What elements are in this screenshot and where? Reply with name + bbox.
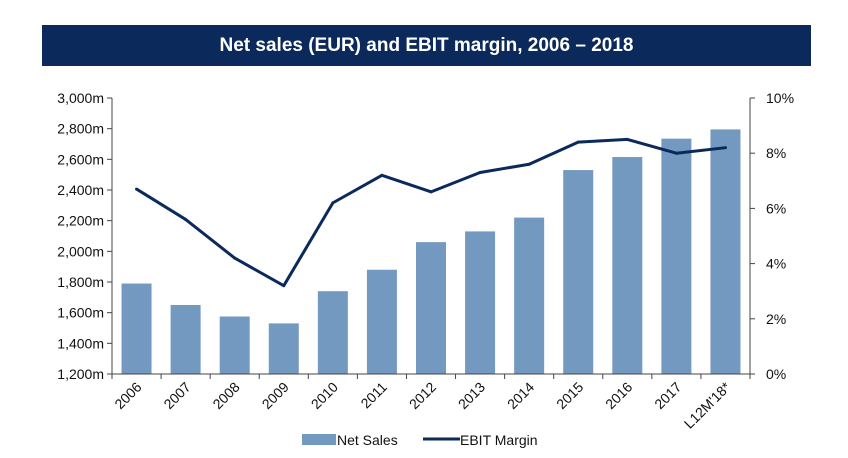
chart-title-bar: Net sales (EUR) and EBIT margin, 2006 – … bbox=[42, 25, 811, 66]
bar-2006 bbox=[121, 283, 152, 374]
y-right-tick-label: 6% bbox=[766, 200, 786, 216]
bar-2016 bbox=[612, 157, 643, 374]
x-tick-label: L12M'18* bbox=[681, 378, 734, 431]
ebit-point-2015 bbox=[576, 140, 580, 144]
bar-2012 bbox=[416, 242, 446, 374]
x-tick-label: 2017 bbox=[651, 379, 684, 412]
ebit-point-2016 bbox=[625, 137, 629, 141]
bar-2007 bbox=[170, 305, 201, 374]
y-left-tick-label: 2,000m bbox=[57, 243, 104, 259]
y-left-tick-label: 2,200m bbox=[57, 213, 104, 229]
ebit-point-L12M'18* bbox=[723, 146, 727, 150]
y-right-tick-label: 8% bbox=[766, 145, 786, 161]
legend-label-net-sales: Net Sales bbox=[337, 432, 398, 448]
bar-2013 bbox=[465, 231, 496, 374]
x-tick-label: 2014 bbox=[504, 379, 537, 412]
x-tick-label: 2011 bbox=[357, 379, 390, 412]
chart-title: Net sales (EUR) and EBIT margin, 2006 – … bbox=[219, 34, 634, 56]
bar-2015 bbox=[563, 170, 594, 374]
y-left-tick-label: 1,600m bbox=[57, 305, 104, 321]
y-right-tick-label: 2% bbox=[766, 311, 786, 327]
x-tick-label: 2013 bbox=[455, 379, 488, 412]
x-tick-label: 2008 bbox=[209, 379, 242, 412]
y-left-tick-label: 1,800m bbox=[57, 274, 104, 290]
ebit-point-2006 bbox=[135, 187, 139, 191]
ebit-point-2008 bbox=[233, 256, 237, 260]
ebit-point-2009 bbox=[282, 284, 286, 288]
y-right-tick-label: 0% bbox=[766, 366, 786, 382]
ebit-point-2011 bbox=[380, 173, 384, 177]
x-tick-label: 2016 bbox=[602, 379, 635, 412]
ebit-point-2010 bbox=[331, 201, 335, 205]
ebit-point-2014 bbox=[527, 162, 531, 166]
x-tick-label: 2009 bbox=[259, 379, 292, 412]
y-left-tick-label: 2,800m bbox=[57, 121, 104, 137]
y-right-tick-label: 10% bbox=[766, 90, 794, 106]
ebit-point-2017 bbox=[674, 151, 678, 155]
ebit-point-2007 bbox=[184, 217, 188, 221]
legend-label-ebit-margin: EBIT Margin bbox=[460, 432, 538, 448]
bar-2008 bbox=[219, 316, 250, 374]
bar-L12M'18* bbox=[710, 129, 741, 374]
bar-2010 bbox=[317, 291, 348, 374]
bar-2017 bbox=[661, 138, 692, 374]
bar-2011 bbox=[366, 269, 397, 374]
y-left-tick-label: 3,000m bbox=[57, 90, 104, 106]
x-tick-label: 2015 bbox=[553, 379, 586, 412]
y-right-tick-label: 4% bbox=[766, 256, 786, 272]
y-left-tick-label: 1,200m bbox=[57, 366, 104, 382]
legend-swatch-net-sales bbox=[302, 434, 336, 445]
ebit-point-2013 bbox=[478, 171, 482, 175]
y-left-tick-label: 2,400m bbox=[57, 182, 104, 198]
y-left-tick-label: 2,600m bbox=[57, 151, 104, 167]
bar-2014 bbox=[514, 217, 545, 374]
x-tick-label: 2006 bbox=[111, 379, 144, 412]
x-tick-label: 2012 bbox=[406, 379, 439, 412]
y-left-tick-label: 1,400m bbox=[57, 335, 104, 351]
ebit-point-2012 bbox=[429, 190, 433, 194]
x-tick-label: 2010 bbox=[308, 379, 341, 412]
x-tick-label: 2007 bbox=[160, 379, 193, 412]
bar-2009 bbox=[268, 323, 299, 374]
